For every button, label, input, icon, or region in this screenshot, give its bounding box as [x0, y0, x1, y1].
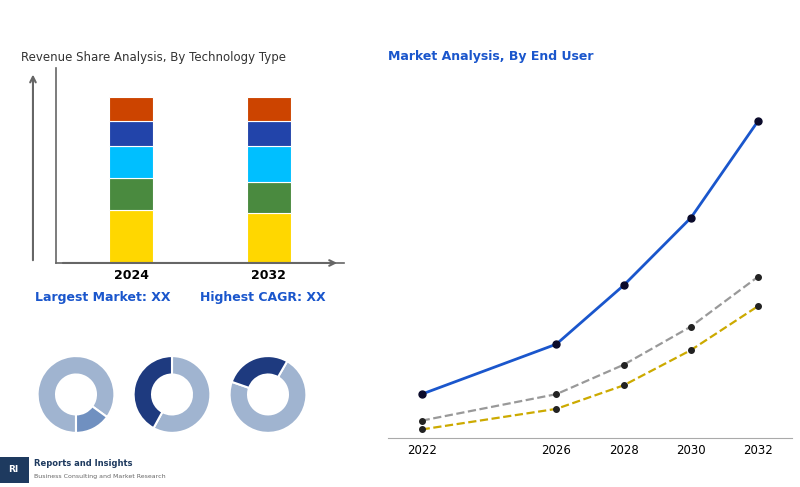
Text: RI: RI	[9, 466, 19, 474]
Bar	[246, 96, 290, 121]
Bar	[246, 146, 290, 182]
Text: Largest Market: XX: Largest Market: XX	[34, 291, 170, 303]
Bar	[110, 146, 154, 178]
Bar	[246, 213, 290, 263]
Bar	[246, 121, 290, 146]
Text: GLOBAL TARGETED PROTEIN DEGRADATION MARKET SEGMENT ANALYSIS: GLOBAL TARGETED PROTEIN DEGRADATION MARK…	[12, 19, 557, 32]
Bar	[110, 178, 154, 210]
Bar	[110, 121, 154, 146]
FancyBboxPatch shape	[0, 457, 29, 483]
Text: Highest CAGR: XX: Highest CAGR: XX	[200, 291, 326, 303]
Bar	[110, 96, 154, 121]
Wedge shape	[232, 356, 287, 388]
Text: Market Analysis, By End User: Market Analysis, By End User	[388, 50, 594, 62]
Wedge shape	[230, 361, 306, 433]
Wedge shape	[38, 356, 114, 433]
Wedge shape	[154, 356, 210, 433]
Text: Reports and Insights: Reports and Insights	[34, 459, 133, 468]
Text: Business Consulting and Market Research: Business Consulting and Market Research	[34, 474, 166, 479]
Wedge shape	[76, 406, 107, 433]
Text: Revenue Share Analysis, By Technology Type: Revenue Share Analysis, By Technology Ty…	[22, 51, 286, 64]
Bar	[110, 210, 154, 263]
Bar	[246, 182, 290, 213]
Wedge shape	[134, 356, 172, 428]
